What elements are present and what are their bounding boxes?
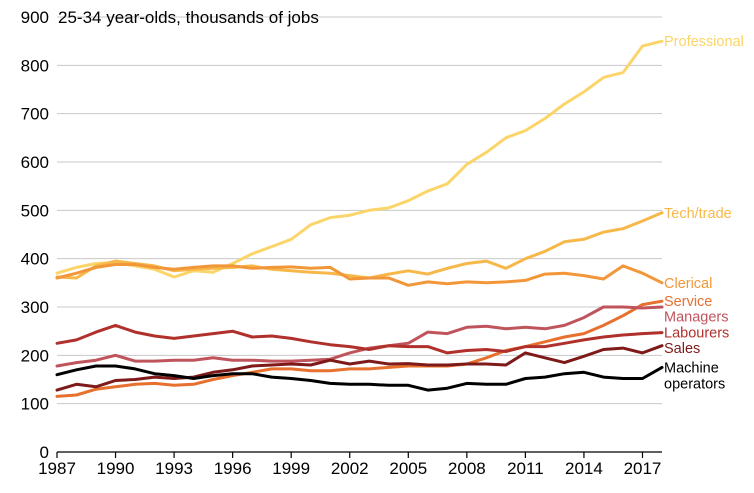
series-line-labourers bbox=[55, 323, 664, 355]
x-axis-ticks: 1987 1990 1993 1996 1999 2002 2005 2008 2011 2014… bbox=[38, 452, 661, 478]
y-axis-ticks: 0 100 200 300 400 500 600 700 800 900 bbox=[21, 8, 49, 462]
series-lines bbox=[55, 39, 664, 398]
x-tick-label: 1990 bbox=[97, 459, 135, 478]
series-line-machine-operators bbox=[55, 364, 664, 392]
series-label-line: Service bbox=[664, 294, 712, 310]
x-tick-label: 1993 bbox=[155, 459, 193, 478]
series-line-managers bbox=[55, 305, 664, 368]
series-label-professional: Professional bbox=[664, 34, 744, 50]
y-tick-label: 100 bbox=[21, 395, 49, 414]
series-label-line: operators bbox=[664, 376, 725, 392]
y-tick-label: 600 bbox=[21, 153, 49, 172]
series-label-line: Professional bbox=[664, 34, 744, 50]
y-tick-label: 800 bbox=[21, 56, 49, 75]
series-label-line: Labourers bbox=[664, 326, 729, 342]
x-tick-label: 2014 bbox=[565, 459, 603, 478]
y-tick-label: 700 bbox=[21, 105, 49, 124]
x-tick-label: 1987 bbox=[38, 459, 76, 478]
series-line-service bbox=[55, 299, 664, 398]
series-label-machine-operators: Machine operators bbox=[664, 360, 725, 392]
x-tick-label: 2002 bbox=[331, 459, 369, 478]
y-tick-label: 500 bbox=[21, 201, 49, 220]
series-label-service: Service bbox=[664, 294, 712, 310]
series-label-tech-trade: Tech/trade bbox=[664, 206, 732, 222]
series-line-professional bbox=[55, 39, 664, 279]
y-tick-label: 0 bbox=[40, 443, 49, 462]
y-tick-label: 900 bbox=[21, 8, 49, 27]
x-tick-label: 1999 bbox=[272, 459, 310, 478]
series-label-labourers: Labourers bbox=[664, 326, 729, 342]
x-tick-label: 2008 bbox=[448, 459, 486, 478]
series-label-line: Tech/trade bbox=[664, 206, 732, 222]
y-tick-label: 200 bbox=[21, 346, 49, 365]
series-label-line: Managers bbox=[664, 310, 728, 326]
series-label-clerical: Clerical bbox=[664, 276, 712, 292]
series-label-line: Sales bbox=[664, 341, 700, 357]
y-tick-label: 300 bbox=[21, 298, 49, 317]
x-tick-label: 2011 bbox=[507, 459, 544, 478]
series-labels: Professional Tech/trade Clerical ServiceMan… bbox=[664, 34, 744, 392]
series-label-line: Clerical bbox=[664, 276, 712, 292]
gridlines bbox=[57, 16, 662, 453]
x-tick-label: 1996 bbox=[214, 459, 252, 478]
x-tick-label: 2005 bbox=[389, 459, 427, 478]
series-line-sales bbox=[55, 344, 664, 392]
y-axis-label: 25-34 year-olds, thousands of jobs bbox=[58, 8, 319, 27]
series-label-sales: Sales bbox=[664, 341, 700, 357]
series-line-clerical bbox=[55, 263, 664, 287]
x-tick-label: 2017 bbox=[624, 459, 662, 478]
y-tick-label: 400 bbox=[21, 250, 49, 269]
series-label-line: Machine bbox=[664, 360, 719, 376]
series-label-managers: Managers bbox=[664, 310, 728, 326]
